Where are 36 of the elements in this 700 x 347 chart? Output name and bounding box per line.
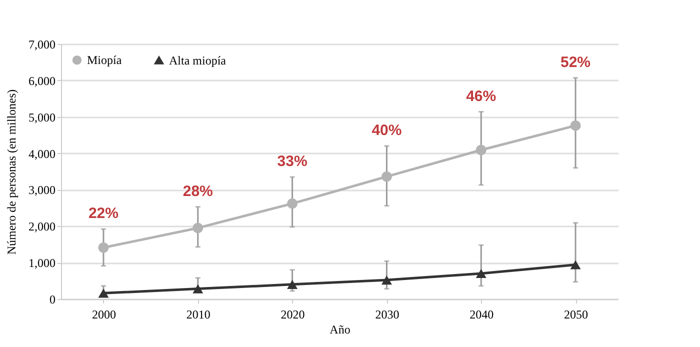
point: [192, 284, 204, 294]
point: [98, 242, 109, 253]
y-tick-label: 4,000: [28, 146, 56, 161]
annotation: 46%: [466, 88, 496, 105]
y-tick-label: 6,000: [28, 74, 56, 88]
point: [476, 268, 486, 278]
point: [287, 280, 298, 289]
point: [381, 276, 392, 285]
y-tick-label: 3,000: [28, 183, 56, 198]
annotation: 52%: [560, 54, 591, 71]
x-tick-label: 2010: [186, 308, 210, 322]
x-tick-label: 2050: [564, 308, 588, 322]
y-tick-label: 1,000: [28, 256, 56, 270]
x-tick-label: 2040: [470, 308, 494, 322]
point: [98, 288, 109, 298]
annotation: 33%: [277, 152, 308, 170]
legend-label: Miopía: [87, 53, 122, 68]
annotation: 22%: [88, 205, 118, 222]
point: [570, 120, 581, 131]
y-tick-label: 0: [50, 292, 56, 306]
x-tick-label: 2030: [375, 308, 400, 322]
annotation: 40%: [372, 122, 402, 139]
legend-label: Alta miopía: [169, 53, 227, 68]
y-axis-title: Número de personas (en millones): [4, 89, 18, 255]
y-tick-label: 5,000: [28, 110, 56, 124]
point: [381, 171, 392, 182]
point: [476, 144, 486, 156]
y-tick-label: 7,000: [28, 38, 56, 52]
x-tick-label: 2000: [92, 308, 116, 322]
x-tick-label: 2020: [280, 308, 305, 322]
point: [570, 260, 581, 270]
x-axis-title: Año: [330, 322, 350, 336]
y-tick-label: 2,000: [28, 220, 56, 234]
point: [192, 222, 204, 234]
point: [287, 198, 298, 209]
annotation: 28%: [182, 182, 213, 200]
